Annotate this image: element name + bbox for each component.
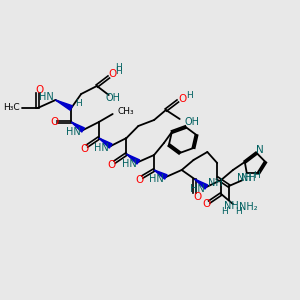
Text: N: N: [256, 145, 263, 155]
Text: OH: OH: [105, 93, 120, 103]
Text: H: H: [253, 170, 260, 179]
Text: H: H: [115, 67, 122, 76]
Polygon shape: [99, 138, 112, 148]
Text: NH₂: NH₂: [239, 202, 257, 212]
Text: H: H: [236, 208, 242, 217]
Text: O: O: [80, 144, 88, 154]
Text: NH: NH: [242, 173, 256, 183]
Text: O: O: [193, 192, 202, 202]
Polygon shape: [194, 179, 208, 189]
Text: H: H: [221, 208, 227, 217]
Text: HN: HN: [122, 159, 136, 169]
Text: CH₃: CH₃: [118, 106, 134, 116]
Text: HN: HN: [39, 92, 53, 102]
Text: NH: NH: [237, 173, 252, 183]
Polygon shape: [154, 170, 167, 179]
Text: H: H: [75, 98, 82, 107]
Text: O: O: [135, 175, 143, 185]
Polygon shape: [71, 122, 85, 132]
Text: OH: OH: [184, 117, 200, 127]
Text: H: H: [186, 91, 193, 100]
Polygon shape: [127, 154, 140, 164]
Text: O: O: [178, 94, 187, 104]
Text: O: O: [109, 69, 117, 79]
Text: O: O: [108, 160, 116, 170]
Text: O: O: [36, 85, 44, 95]
Text: NH: NH: [208, 178, 223, 188]
Text: O: O: [202, 199, 211, 209]
Text: HN: HN: [94, 143, 109, 153]
Text: HN: HN: [66, 127, 81, 137]
Text: H₃C: H₃C: [3, 103, 20, 112]
Text: H: H: [115, 64, 122, 73]
Text: O: O: [50, 117, 59, 127]
Polygon shape: [56, 100, 72, 110]
Text: NH: NH: [224, 201, 238, 211]
Text: HN: HN: [149, 174, 164, 184]
Text: HN: HN: [190, 184, 204, 194]
